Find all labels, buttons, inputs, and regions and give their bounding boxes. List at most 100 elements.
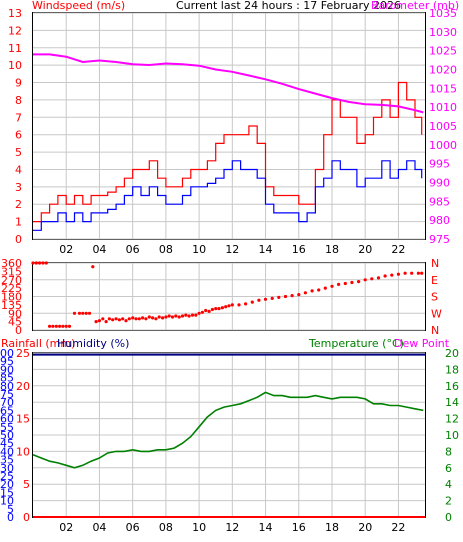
x-tick-label: 06 xyxy=(126,521,140,534)
humidity-tick-label: 45 xyxy=(0,437,14,450)
direction-point xyxy=(31,261,35,265)
direction-point xyxy=(177,315,181,319)
x-tick-label: 12 xyxy=(225,243,239,256)
x-tick-label: 18 xyxy=(325,243,339,256)
barometer-axis-label: Barometer (mb) xyxy=(371,0,459,12)
direction-point xyxy=(197,311,201,315)
direction-point xyxy=(61,324,65,328)
direction-point xyxy=(107,317,111,321)
humidity-axis-label: Humidity (%) xyxy=(57,337,129,350)
direction-point xyxy=(124,319,128,323)
direction-point xyxy=(350,280,354,285)
direction-point xyxy=(81,311,85,315)
direction-point xyxy=(323,286,327,290)
direction-point xyxy=(64,324,68,328)
direction-point xyxy=(190,313,195,317)
x-tick-label: 14 xyxy=(259,521,273,534)
direction-point xyxy=(416,271,420,275)
temperature-tick-label: 6 xyxy=(445,462,452,475)
direction-point xyxy=(396,272,400,276)
humidity-tick-label: 50 xyxy=(0,429,14,442)
temperature-tick-label: 10 xyxy=(445,429,459,442)
direction-point xyxy=(263,297,268,301)
direction-point xyxy=(87,311,92,315)
windspeed-tick-label: 10 xyxy=(8,59,22,72)
humidity-tick-label: 0 xyxy=(7,511,14,524)
rainfall-tick-label: 25 xyxy=(16,347,30,360)
windspeed-tick-label: 5 xyxy=(15,146,22,159)
barometer-tick-label: 995 xyxy=(429,158,450,171)
barometer-tick-label: 1000 xyxy=(429,139,457,152)
direction-tick-label: 225 xyxy=(1,282,22,295)
direction-tick-label: 45 xyxy=(8,316,22,329)
direction-point xyxy=(214,307,218,311)
humidity-tick-label: 5 xyxy=(7,503,14,516)
humidity-tick-label: 55 xyxy=(0,421,14,434)
windspeed-tick-label: 9 xyxy=(15,77,22,90)
direction-point xyxy=(48,324,52,328)
barometer-tick-label: 1015 xyxy=(429,82,457,95)
humidity-tick-label: 80 xyxy=(0,380,14,393)
x-tick-label: 10 xyxy=(192,243,206,256)
barometer-tick-label: 985 xyxy=(429,195,450,208)
windspeed-tick-label: 4 xyxy=(15,163,22,176)
direction-point xyxy=(420,271,424,275)
compass-tick-label: W xyxy=(431,307,442,320)
direction-point xyxy=(337,282,341,286)
direction-point xyxy=(277,295,281,299)
compass-tick-label: S xyxy=(431,291,438,304)
direction-point xyxy=(67,324,72,328)
x-tick-label: 22 xyxy=(391,521,405,534)
direction-tick-label: 180 xyxy=(1,291,22,304)
direction-point xyxy=(187,314,191,318)
direction-point xyxy=(161,316,165,320)
direction-point xyxy=(317,288,321,292)
windspeed-tick-label: 13 xyxy=(8,7,22,20)
x-tick-label: 18 xyxy=(325,521,339,534)
direction-point xyxy=(54,324,58,328)
direction-point xyxy=(84,311,88,315)
x-tick-label: 10 xyxy=(192,521,206,534)
direction-point xyxy=(94,320,98,324)
temperature-tick-label: 14 xyxy=(445,396,459,409)
direction-point xyxy=(184,313,188,317)
direction-point xyxy=(220,306,224,310)
humidity-tick-label: 15 xyxy=(0,486,14,499)
windspeed-series-line xyxy=(33,160,423,231)
direction-point xyxy=(200,310,204,314)
direction-point xyxy=(154,317,158,321)
tick-labels: 0202040406060808101012121414161618182020… xyxy=(0,7,459,534)
direction-point xyxy=(174,314,178,318)
humidity-tick-label: 10 xyxy=(0,495,14,508)
direction-point xyxy=(34,261,38,265)
x-tick-label: 08 xyxy=(159,243,173,256)
direction-point xyxy=(303,291,307,295)
direction-point xyxy=(147,315,151,319)
direction-point xyxy=(217,307,221,311)
direction-point xyxy=(164,315,168,319)
windspeed-axis-label: Windspeed (m/s) xyxy=(32,0,125,12)
barometer-tick-label: 1030 xyxy=(429,26,457,39)
humidity-tick-label: 85 xyxy=(0,372,14,385)
barometer-tick-label: 1005 xyxy=(429,120,457,133)
direction-point xyxy=(297,293,301,297)
barometer-tick-label: 1025 xyxy=(429,45,457,58)
x-tick-label: 20 xyxy=(358,521,372,534)
direction-point xyxy=(51,324,55,328)
x-tick-label: 04 xyxy=(92,243,106,256)
direction-tick-label: 360 xyxy=(1,257,22,270)
direction-point xyxy=(101,317,105,321)
x-tick-label: 20 xyxy=(358,243,372,256)
wind-panel-frame xyxy=(32,12,426,240)
direction-point xyxy=(390,273,394,277)
direction-point xyxy=(97,319,101,323)
humidity-tick-label: 20 xyxy=(0,478,14,491)
direction-point xyxy=(363,278,367,282)
temperature-tick-label: 4 xyxy=(445,478,452,491)
rainfall-tick-label: 0 xyxy=(23,511,30,524)
humidity-tick-label: 75 xyxy=(0,388,14,401)
direction-point xyxy=(134,317,138,321)
direction-point xyxy=(121,317,125,321)
temperature-tick-label: 8 xyxy=(445,445,452,458)
humidity-tick-label: 30 xyxy=(0,462,14,475)
